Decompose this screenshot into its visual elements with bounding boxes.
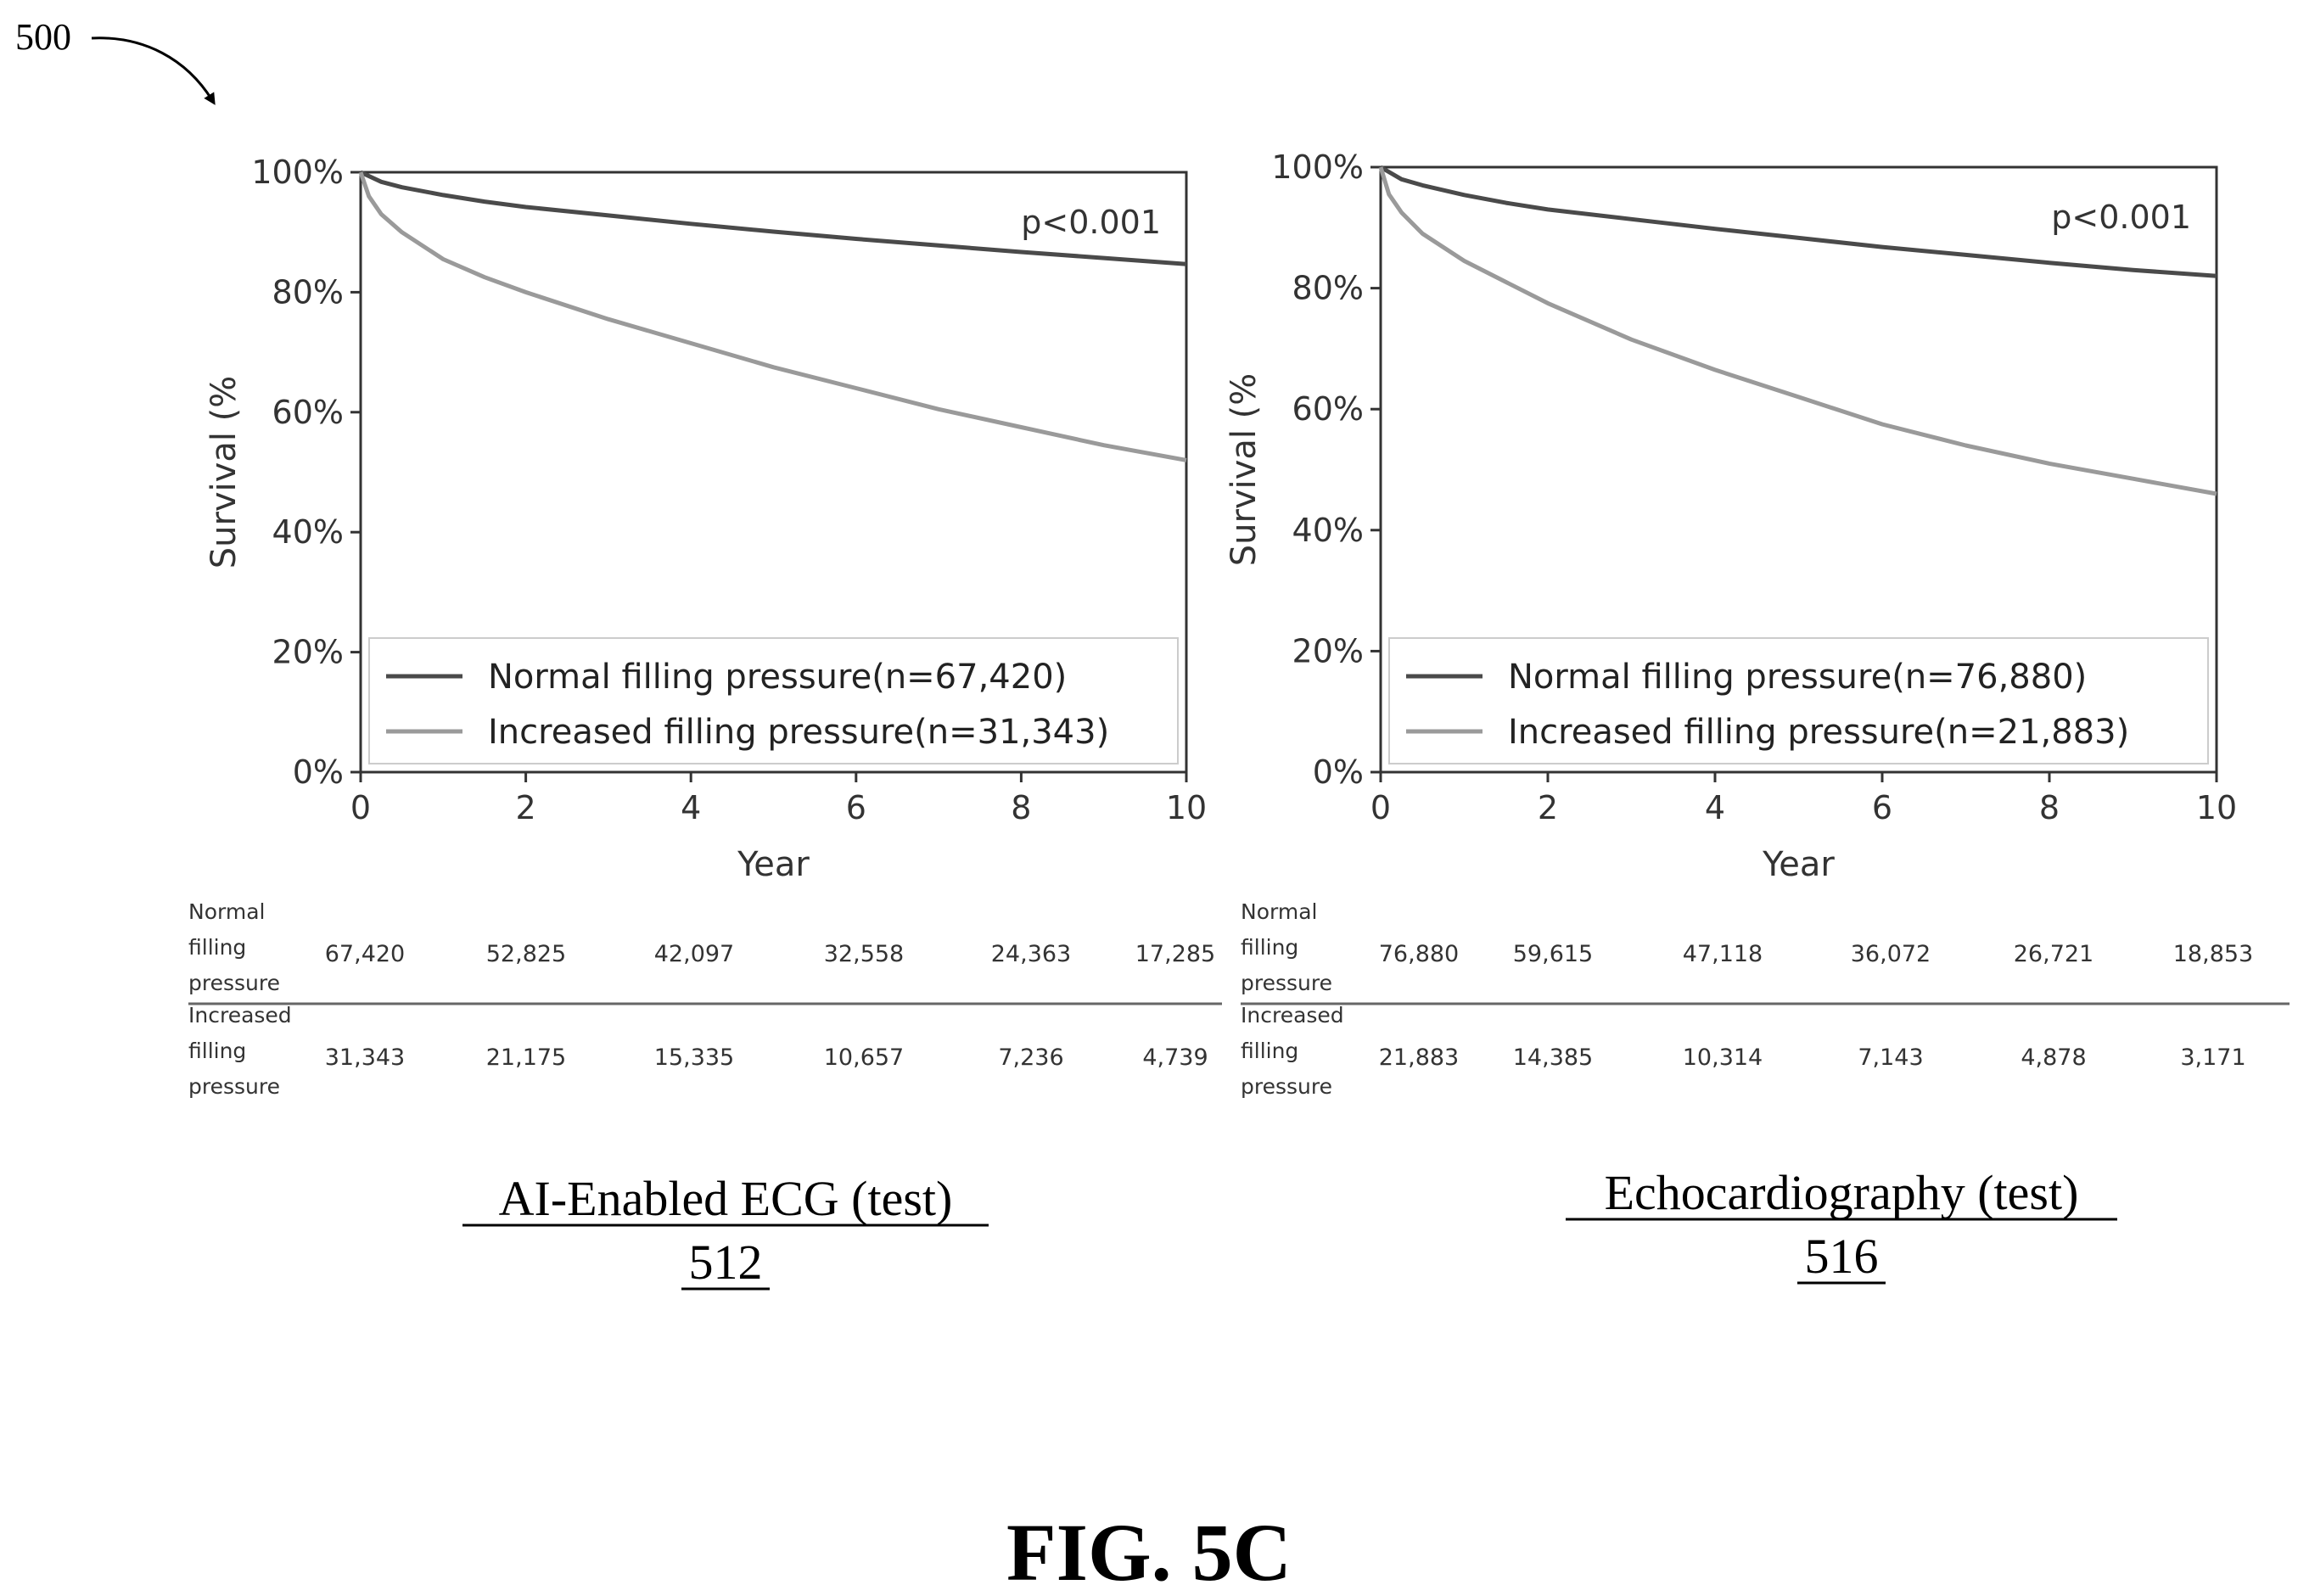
y-tick-label: 0%: [293, 753, 344, 791]
x-tick-label: 2: [516, 789, 536, 826]
risk-table-cell: 14,385: [1513, 1044, 1593, 1071]
risk-table-cell: 15,335: [654, 1044, 734, 1071]
y-axis-label: Survival (%: [205, 376, 244, 569]
risk-table-cell: 52,825: [486, 941, 566, 967]
legend-label-normal: Normal filling pressure(n=76,880): [1508, 658, 2087, 697]
series-line-increased: [1378, 166, 2217, 496]
p-value-annotation: p<0.001: [2051, 199, 2191, 236]
series-line-normal: [1379, 165, 2217, 278]
risk-table-cell: 76,880: [1379, 941, 1459, 967]
risk-table-cell: 4,739: [1142, 1044, 1208, 1071]
risk-table-cell: 7,236: [998, 1044, 1063, 1071]
x-tick-label: 4: [681, 789, 701, 826]
risk-table-cell: 67,420: [325, 941, 405, 967]
risk-table-cell: 59,615: [1513, 941, 1593, 967]
x-tick-label: 0: [350, 789, 371, 826]
x-tick-label: 8: [1011, 789, 1031, 826]
risk-table-cell: 42,097: [654, 941, 734, 967]
x-tick-label: 0: [1370, 789, 1391, 826]
risk-table-cell: 36,072: [1851, 941, 1931, 967]
figure-label: FIG. 5C: [1006, 1507, 1292, 1596]
y-tick-label: 20%: [1292, 632, 1364, 669]
y-tick-label: 40%: [1292, 512, 1364, 549]
risk-table-cell: 21,883: [1379, 1044, 1459, 1071]
plot-frame: [1379, 165, 2218, 774]
risk-table-cell: 7,143: [1858, 1044, 1923, 1071]
x-tick-label: 10: [2196, 789, 2237, 826]
p-value-annotation: p<0.001: [1021, 204, 1161, 241]
chart-ref-number: 516: [1805, 1229, 1879, 1284]
plot-frame: [359, 171, 1188, 774]
y-tick-label: 80%: [272, 273, 344, 311]
y-axis-label: Survival (%: [1225, 373, 1264, 567]
risk-table-row-label: pressure: [1241, 971, 1332, 995]
chart-caption: Echocardiography (test): [1605, 1165, 2079, 1220]
legend-box: [368, 637, 1179, 764]
risk-table-cell: 4,878: [2021, 1044, 2086, 1071]
risk-table-cell: 26,721: [2014, 941, 2093, 967]
risk-table-row-label: Increased: [188, 1003, 292, 1028]
risk-table-cell: 32,558: [824, 941, 904, 967]
x-axis-label: Year: [737, 845, 810, 884]
risk-table-row-label: Normal: [1241, 899, 1317, 924]
x-tick-label: 10: [1166, 789, 1207, 826]
chart-ai-enabled-ecg: 0% 20% 40% 60% 80% 100% 0 2 4 6 8 10 Year Survival (%…: [188, 154, 1222, 1291]
risk-table-cell: 31,343: [325, 1044, 405, 1071]
risk-table-row-label: pressure: [1241, 1074, 1332, 1099]
y-tick-label: 100%: [251, 154, 344, 191]
y-tick-label: 0%: [1313, 753, 1364, 791]
risk-table-row-label: filling: [188, 1039, 246, 1063]
risk-table-row-label: Increased: [1241, 1003, 1344, 1028]
y-tick-label: 60%: [1292, 390, 1364, 428]
legend-label-normal: Normal filling pressure(n=67,420): [488, 658, 1067, 697]
risk-table-row-label: filling: [1241, 935, 1298, 960]
risk-table-cell: 47,118: [1683, 941, 1763, 967]
risk-table-row-label: Normal: [188, 899, 265, 924]
legend-label-increased: Increased filling pressure(n=21,883): [1508, 713, 2129, 752]
x-tick-label: 4: [1705, 789, 1725, 826]
chart-caption: AI-Enabled ECG (test): [499, 1171, 953, 1226]
figure-ref-arrow: [91, 36, 216, 105]
risk-table-row-label: pressure: [188, 1074, 280, 1099]
risk-table-cell: 18,853: [2173, 941, 2253, 967]
risk-table-cell: 10,314: [1683, 1044, 1763, 1071]
y-tick-label: 20%: [272, 634, 344, 671]
chart-ref-number: 512: [689, 1235, 763, 1290]
chart-echocardiography: 0% 20% 40% 60% 80% 100% 0 2 4 6 8 10 Year Survival (%…: [1225, 148, 2290, 1285]
risk-table-cell: 17,285: [1135, 941, 1215, 967]
risk-table-cell: 24,363: [991, 941, 1071, 967]
y-tick-label: 100%: [1271, 148, 1364, 186]
risk-table-cell: 21,175: [486, 1044, 566, 1071]
x-tick-label: 6: [1872, 789, 1892, 826]
legend-label-increased: Increased filling pressure(n=31,343): [488, 713, 1109, 752]
y-tick-label: 80%: [1292, 270, 1364, 307]
risk-table-cell: 10,657: [824, 1044, 904, 1071]
x-tick-label: 8: [2039, 789, 2060, 826]
y-tick-label: 40%: [272, 513, 344, 551]
legend-box: [1388, 637, 2209, 764]
series-line-increased: [358, 171, 1187, 462]
series-line-normal: [359, 170, 1187, 266]
risk-table-row-label: filling: [1241, 1039, 1298, 1063]
figure-ref-number: 500: [15, 16, 71, 58]
x-axis-label: Year: [1762, 845, 1835, 884]
risk-table-cell: 3,171: [2180, 1044, 2245, 1071]
x-tick-label: 6: [846, 789, 866, 826]
risk-table-row-label: filling: [188, 935, 246, 960]
risk-table-row-label: pressure: [188, 971, 280, 995]
x-tick-label: 2: [1538, 789, 1558, 826]
y-tick-label: 60%: [272, 394, 344, 431]
